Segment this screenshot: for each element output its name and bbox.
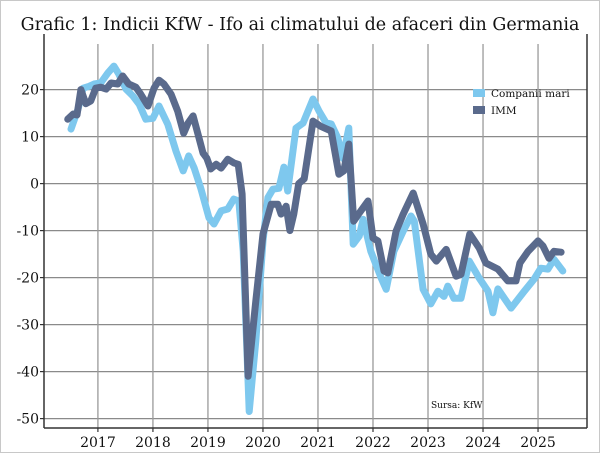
legend-label: Companii mari — [491, 88, 570, 100]
legend-label: IMM — [491, 105, 517, 117]
x-tick-label: 2020 — [245, 435, 281, 451]
x-tick-label: 2021 — [300, 435, 336, 451]
y-tick-label: 10 — [21, 130, 39, 146]
y-tick-label: -10 — [16, 224, 39, 240]
legend-swatch — [473, 89, 485, 97]
y-tick-label: 20 — [21, 83, 39, 99]
series-line-companii-mari — [67, 62, 567, 415]
chart-title: Grafic 1: Indicii KfW - Ifo ai climatulu… — [20, 15, 580, 35]
y-tick-label: -20 — [16, 271, 39, 287]
source-note: Sursa: KfW — [431, 401, 483, 411]
x-tick-label: 2024 — [465, 435, 501, 451]
y-tick-label: -30 — [16, 318, 39, 334]
x-tick-label: 2022 — [355, 435, 391, 451]
x-tick-label: 2023 — [410, 435, 446, 451]
x-tick-label: 2025 — [520, 435, 556, 451]
y-tick-label: -50 — [16, 412, 39, 428]
x-tick-label: 2017 — [80, 435, 116, 451]
y-tick-label: 0 — [30, 177, 39, 193]
x-tick-label: 2019 — [190, 435, 226, 451]
legend-swatch — [473, 106, 485, 114]
x-tick-label: 2018 — [135, 435, 171, 451]
y-tick-label: -40 — [16, 365, 39, 381]
series-line-imm — [64, 72, 565, 380]
